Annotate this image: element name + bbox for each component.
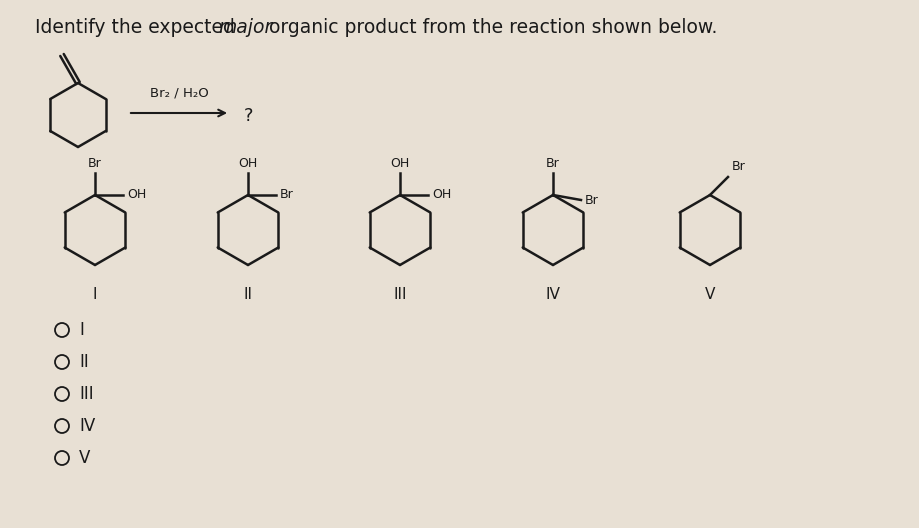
Text: OH: OH bbox=[390, 157, 409, 170]
Text: major: major bbox=[218, 18, 272, 37]
Text: Br: Br bbox=[88, 157, 102, 170]
Text: I: I bbox=[93, 287, 97, 302]
Text: ?: ? bbox=[244, 107, 254, 125]
Text: V: V bbox=[79, 449, 90, 467]
Text: OH: OH bbox=[238, 157, 257, 170]
Text: OH: OH bbox=[432, 188, 450, 202]
Text: III: III bbox=[392, 287, 406, 302]
Text: III: III bbox=[79, 385, 94, 403]
Text: Br: Br bbox=[279, 188, 293, 202]
Text: organic product from the reaction shown below.: organic product from the reaction shown … bbox=[263, 18, 717, 37]
Text: OH: OH bbox=[127, 188, 146, 202]
Text: Br: Br bbox=[732, 160, 745, 173]
Text: Identify the expected: Identify the expected bbox=[35, 18, 241, 37]
Text: II: II bbox=[79, 353, 88, 371]
Text: IV: IV bbox=[545, 287, 560, 302]
Text: Br: Br bbox=[546, 157, 560, 170]
Text: Br: Br bbox=[584, 194, 598, 208]
Text: V: V bbox=[704, 287, 714, 302]
Text: II: II bbox=[244, 287, 252, 302]
Text: Br₂ / H₂O: Br₂ / H₂O bbox=[150, 86, 208, 99]
Text: IV: IV bbox=[79, 417, 96, 435]
Text: I: I bbox=[79, 321, 84, 339]
